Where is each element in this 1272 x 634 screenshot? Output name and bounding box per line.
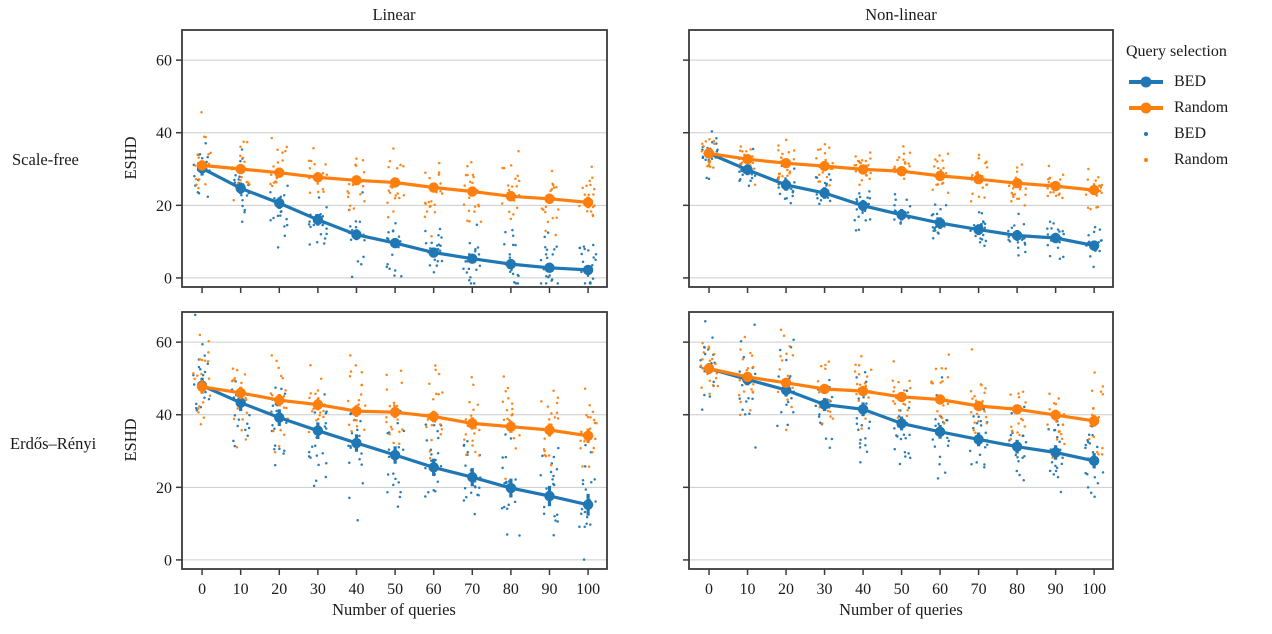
svg-text:0: 0	[164, 270, 172, 287]
svg-text:30: 30	[310, 581, 326, 598]
bed-scatter-dot-icon	[1144, 132, 1148, 136]
row-label-erdos-renyi: Erdős–Rényi	[10, 434, 97, 453]
svg-text:40: 40	[156, 125, 172, 142]
svg-text:60: 60	[426, 581, 442, 598]
legend-entry-random-line: Random	[1126, 95, 1228, 121]
svg-text:100: 100	[1082, 581, 1106, 598]
svg-text:20: 20	[156, 480, 172, 497]
svg-text:20: 20	[778, 581, 794, 598]
legend: Query selection BED Random BED	[1126, 42, 1228, 173]
svg-text:10: 10	[233, 581, 249, 598]
svg-text:100: 100	[576, 581, 600, 598]
legend-entry-random-dot: Random	[1126, 147, 1228, 173]
legend-label-random-scatter: Random	[1174, 151, 1229, 168]
panel-title-non-linear: Non-linear	[865, 5, 937, 24]
legend-label-random: Random	[1174, 99, 1229, 116]
svg-text:70: 70	[464, 581, 480, 598]
legend-entry-bed-line: BED	[1126, 69, 1228, 95]
svg-text:50: 50	[387, 581, 403, 598]
svg-text:20: 20	[271, 581, 287, 598]
bed-line-marker-icon	[1129, 76, 1163, 88]
svg-text:40: 40	[348, 581, 364, 598]
svg-text:40: 40	[156, 407, 172, 424]
legend-title: Query selection	[1126, 43, 1227, 60]
svg-text:30: 30	[817, 581, 833, 598]
row-label-scale-free: Scale-free	[12, 150, 79, 169]
panel-title-linear: Linear	[372, 5, 416, 24]
svg-text:90: 90	[1048, 581, 1064, 598]
x-axis-label-left: Number of queries	[332, 600, 456, 619]
svg-text:90: 90	[541, 581, 557, 598]
y-axis-label-bottom: ESHD	[121, 418, 140, 462]
legend-label-bed: BED	[1174, 73, 1206, 90]
svg-text:10: 10	[740, 581, 756, 598]
x-axis-label-right: Number of queries	[839, 600, 963, 619]
svg-text:60: 60	[156, 53, 172, 70]
svg-text:40: 40	[855, 581, 871, 598]
svg-text:0: 0	[705, 581, 713, 598]
svg-text:70: 70	[971, 581, 987, 598]
legend-entry-bed-dot: BED	[1126, 121, 1228, 147]
random-line-marker-icon	[1129, 102, 1163, 114]
svg-text:50: 50	[894, 581, 910, 598]
svg-text:20: 20	[156, 198, 172, 215]
random-scatter-dot-icon	[1144, 158, 1148, 162]
svg-text:0: 0	[164, 552, 172, 569]
svg-text:0: 0	[198, 581, 206, 598]
svg-text:80: 80	[503, 581, 519, 598]
svg-text:80: 80	[1009, 581, 1025, 598]
svg-text:60: 60	[932, 581, 948, 598]
y-axis-label-top: ESHD	[121, 136, 140, 180]
legend-label-bed-scatter: BED	[1174, 125, 1206, 142]
svg-text:60: 60	[156, 335, 172, 352]
